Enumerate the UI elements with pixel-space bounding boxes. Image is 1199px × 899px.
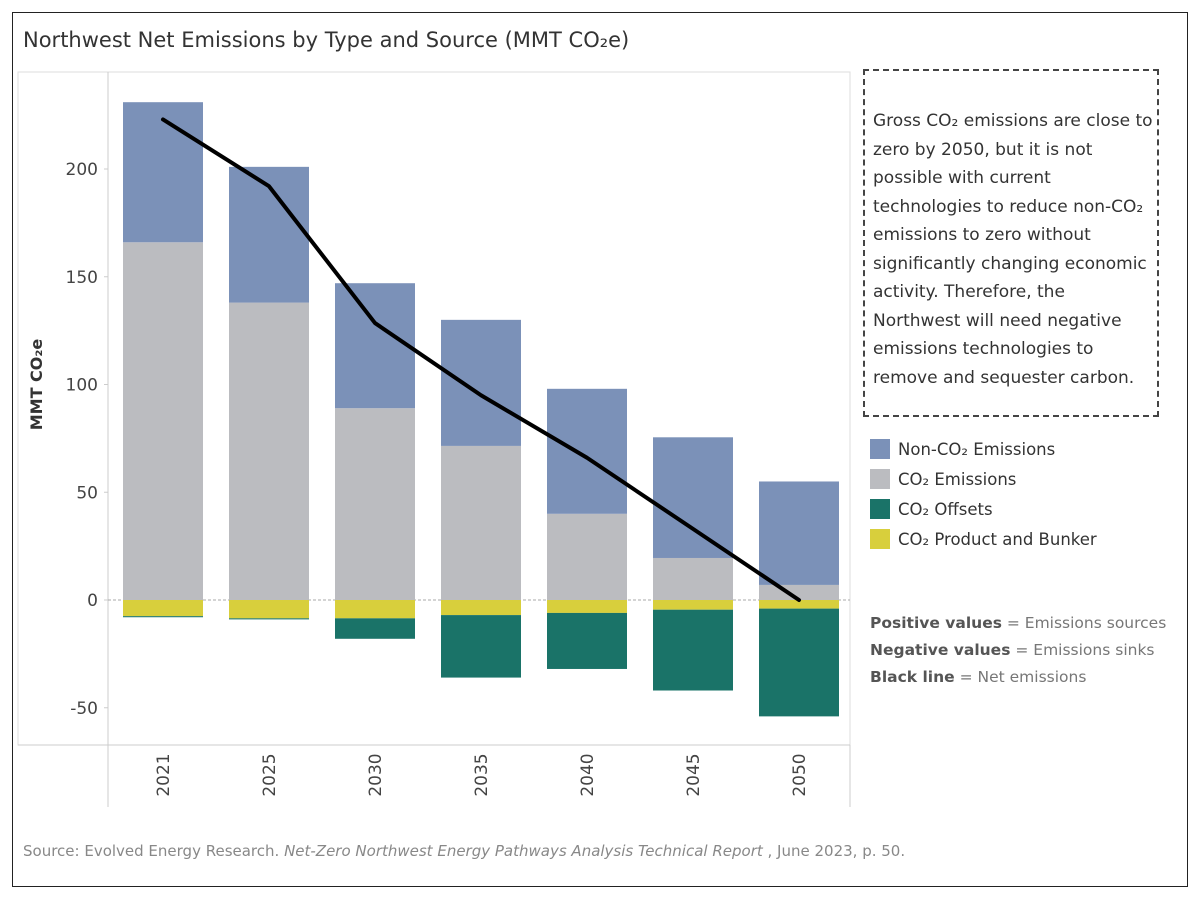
legend-label: Non-CO₂ Emissions xyxy=(898,439,1056,459)
key-note: Positive values = Emissions sources xyxy=(870,614,1167,632)
bar-segment xyxy=(759,600,839,609)
bar-segment xyxy=(123,600,203,617)
chart-title: Northwest Net Emissions by Type and Sour… xyxy=(23,28,630,52)
x-tick-label: 2025 xyxy=(260,753,280,796)
legend-item: CO₂ Product and Bunker xyxy=(870,524,1097,554)
x-tick-label: 2050 xyxy=(790,753,810,796)
bar-segment xyxy=(335,408,415,600)
bar-segment xyxy=(441,445,521,600)
y-tick-label: 200 xyxy=(66,160,98,180)
bar-segment xyxy=(335,600,415,619)
bar-segment xyxy=(653,609,733,691)
x-tick-label: 2021 xyxy=(154,753,174,796)
bar-segment xyxy=(123,102,203,243)
bar-segment xyxy=(653,557,733,600)
legend-item: CO₂ Emissions xyxy=(870,464,1097,494)
key-note: Black line = Net emissions xyxy=(870,668,1087,686)
legend-swatch xyxy=(870,469,890,489)
bar-segment xyxy=(229,302,309,600)
legend-item: CO₂ Offsets xyxy=(870,494,1097,524)
y-tick-label: 150 xyxy=(66,268,98,288)
net-emissions-line xyxy=(161,117,801,602)
bar-segment xyxy=(547,600,627,613)
bar-segment xyxy=(759,481,839,585)
bar-segment xyxy=(547,388,627,514)
legend-label: CO₂ Product and Bunker xyxy=(898,529,1097,549)
bar-segment xyxy=(335,283,415,409)
annotation-box: Gross CO₂ emissions are close to zero by… xyxy=(863,69,1159,417)
legend-label: CO₂ Offsets xyxy=(898,499,993,519)
legend-swatch xyxy=(870,529,890,549)
bar-segment xyxy=(335,618,415,639)
bar-segment xyxy=(229,618,309,620)
x-tick-label: 2045 xyxy=(684,753,704,796)
bar-segment xyxy=(229,600,309,619)
legend-swatch xyxy=(870,499,890,519)
bar-segment xyxy=(547,513,627,600)
y-tick-label: -50 xyxy=(70,699,98,719)
bar-segment xyxy=(441,319,521,446)
x-tick-label: 2040 xyxy=(578,753,598,796)
y-tick-label: 50 xyxy=(76,483,98,503)
bar-segment xyxy=(547,612,627,669)
bar-segment xyxy=(441,600,521,616)
x-tick-label: 2035 xyxy=(472,753,492,796)
legend-swatch xyxy=(870,439,890,459)
key-note: Negative values = Emissions sinks xyxy=(870,641,1155,659)
key-notes: Positive values = Emissions sources Nega… xyxy=(870,610,1166,691)
legend-label: CO₂ Emissions xyxy=(898,469,1017,489)
y-tick-label: 0 xyxy=(87,591,98,611)
bar-segment xyxy=(123,242,203,600)
bar-segment xyxy=(653,437,733,558)
bar-segment xyxy=(123,616,203,618)
y-axis-label: MMT CO₂e xyxy=(27,339,46,431)
bar-segment xyxy=(653,600,733,610)
legend: Non-CO₂ Emissions CO₂ Emissions CO₂ Offset… xyxy=(870,434,1097,554)
bar-segment xyxy=(441,615,521,678)
source-note: Source: Evolved Energy Research. Net-Zer… xyxy=(23,842,906,860)
x-tick-label: 2030 xyxy=(366,753,386,796)
y-tick-label: 100 xyxy=(66,376,98,396)
legend-item: Non-CO₂ Emissions xyxy=(870,434,1097,464)
bar-segment xyxy=(759,608,839,717)
